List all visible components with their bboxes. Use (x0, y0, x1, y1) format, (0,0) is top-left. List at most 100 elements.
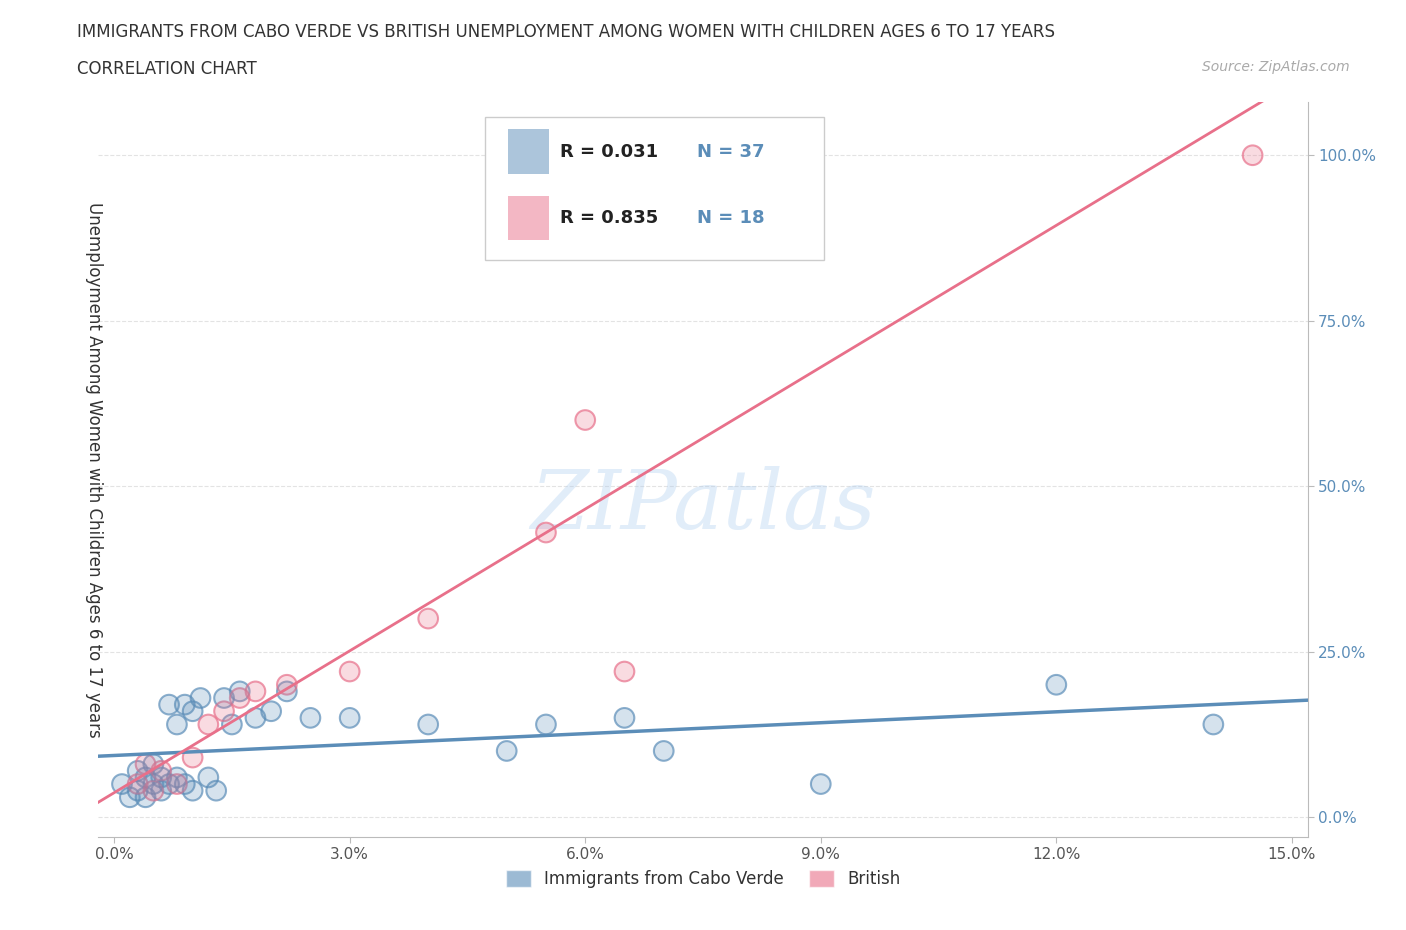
Point (212, 691, 235, 706)
Point (221, 717, 243, 732)
Point (197, 717, 219, 732)
Point (613, 664, 636, 679)
Point (127, 777, 149, 791)
Text: ZIPatlas: ZIPatlas (530, 466, 876, 547)
Point (534, 717, 557, 732)
Point (652, 743, 675, 758)
Point (157, 777, 180, 791)
Point (212, 691, 235, 706)
Point (205, 783, 228, 798)
Point (197, 717, 219, 732)
Point (127, 783, 149, 798)
Point (418, 611, 440, 626)
Point (229, 684, 252, 698)
Point (118, 790, 141, 804)
Point (150, 783, 173, 798)
Point (245, 711, 267, 725)
Point (190, 691, 212, 706)
Point (339, 711, 361, 725)
Point (135, 770, 157, 785)
Point (245, 684, 267, 698)
Point (142, 783, 165, 798)
Point (534, 525, 557, 540)
Point (135, 790, 157, 804)
Point (810, 777, 832, 791)
Legend: Immigrants from Cabo Verde, British: Immigrants from Cabo Verde, British (499, 863, 907, 895)
Point (150, 764, 173, 778)
Point (299, 711, 322, 725)
Point (166, 777, 188, 791)
Point (339, 711, 361, 725)
Point (495, 743, 517, 758)
Point (276, 684, 298, 698)
Text: IMMIGRANTS FROM CABO VERDE VS BRITISH UNEMPLOYMENT AMONG WOMEN WITH CHILDREN AGE: IMMIGRANTS FROM CABO VERDE VS BRITISH UN… (77, 23, 1056, 41)
Point (245, 711, 267, 725)
Point (111, 777, 134, 791)
Point (1045, 677, 1067, 692)
Point (166, 770, 188, 785)
Point (181, 751, 204, 765)
Point (127, 764, 149, 778)
Point (652, 743, 675, 758)
Y-axis label: Unemployment Among Women with Children Ages 6 to 17 years: Unemployment Among Women with Children A… (84, 202, 103, 737)
Point (181, 751, 204, 765)
Point (166, 770, 188, 785)
Point (534, 717, 557, 732)
Text: R = 0.835: R = 0.835 (561, 209, 658, 227)
Point (1241, 148, 1264, 163)
Point (150, 770, 173, 785)
Text: N = 37: N = 37 (697, 143, 765, 161)
Point (135, 770, 157, 785)
Point (181, 783, 204, 798)
Point (157, 698, 180, 712)
Point (135, 757, 157, 772)
Point (190, 691, 212, 706)
Point (127, 783, 149, 798)
Point (173, 777, 195, 791)
Point (613, 711, 636, 725)
Point (166, 777, 188, 791)
Point (339, 664, 361, 679)
Text: N = 18: N = 18 (697, 209, 765, 227)
Point (166, 717, 188, 732)
Point (135, 757, 157, 772)
Point (574, 413, 596, 428)
Point (212, 704, 235, 719)
Point (181, 783, 204, 798)
Point (127, 777, 149, 791)
Point (731, 227, 754, 242)
Point (1241, 148, 1264, 163)
Point (212, 704, 235, 719)
Point (229, 691, 252, 706)
Text: CORRELATION CHART: CORRELATION CHART (77, 60, 257, 78)
Point (173, 698, 195, 712)
Point (418, 717, 440, 732)
Point (221, 717, 243, 732)
Point (197, 770, 219, 785)
Point (260, 704, 283, 719)
Point (118, 790, 141, 804)
Point (418, 717, 440, 732)
Point (574, 413, 596, 428)
Point (173, 698, 195, 712)
Point (150, 764, 173, 778)
Point (1202, 717, 1225, 732)
Point (150, 770, 173, 785)
Point (173, 777, 195, 791)
Point (613, 711, 636, 725)
Text: R = 0.031: R = 0.031 (561, 143, 658, 161)
Text: Source: ZipAtlas.com: Source: ZipAtlas.com (1202, 60, 1350, 74)
Point (166, 717, 188, 732)
Point (111, 777, 134, 791)
Point (276, 677, 298, 692)
Point (260, 704, 283, 719)
Point (142, 757, 165, 772)
Point (276, 677, 298, 692)
FancyBboxPatch shape (485, 117, 824, 260)
Point (157, 777, 180, 791)
Point (495, 743, 517, 758)
Point (142, 777, 165, 791)
Point (135, 790, 157, 804)
FancyBboxPatch shape (509, 129, 550, 174)
Point (142, 783, 165, 798)
